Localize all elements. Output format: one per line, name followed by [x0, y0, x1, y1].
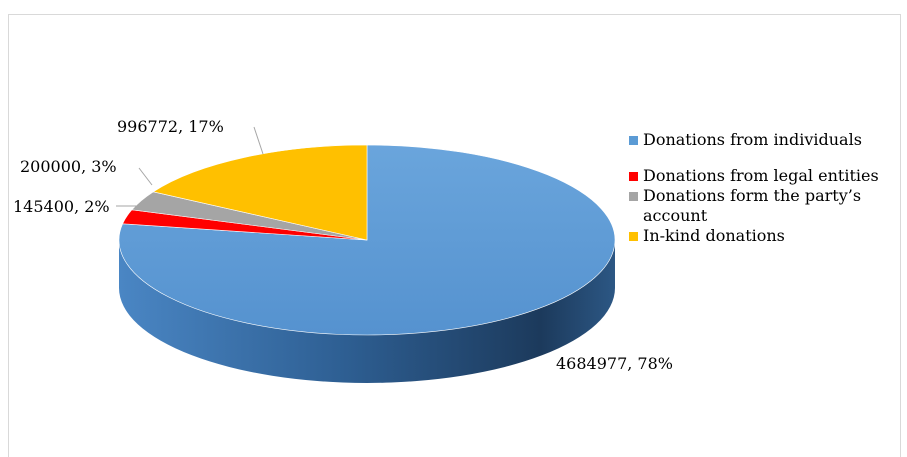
legend-label-in-kind: In-kind donations — [643, 226, 785, 245]
data-label-legal-entities: 145400, 2% — [13, 197, 110, 216]
chart-frame — [8, 14, 901, 457]
legend-label-individuals: Donations from individuals — [643, 130, 862, 149]
legend-swatch-in-kind — [629, 232, 638, 241]
data-label-party-account: 200000, 3% — [20, 157, 117, 176]
legend-item-in-kind: In-kind donations — [629, 226, 907, 246]
data-label-in-kind: 996772, 17% — [117, 117, 224, 136]
legend-item-party-account: Donations form the party’s account — [629, 186, 907, 226]
legend-swatch-legal-entities — [629, 172, 638, 181]
legend-label-legal-entities: Donations from legal entities — [643, 166, 879, 185]
chart-legend: Donations from individuals Donations fro… — [629, 130, 907, 246]
legend-swatch-party-account — [629, 192, 638, 201]
legend-item-legal-entities: Donations from legal entities — [629, 166, 907, 186]
data-label-party-account-leader — [138, 167, 153, 186]
data-label-in-kind-leader — [253, 126, 264, 155]
pie-slice-in-kind — [152, 144, 368, 241]
legend-item-individuals: Donations from individuals — [629, 130, 907, 150]
data-label-individuals: 4684977, 78% — [556, 354, 673, 373]
legend-swatch-individuals — [629, 136, 638, 145]
legend-label-party-account: Donations form the party’s account — [643, 186, 862, 225]
pie-side-wall — [119, 240, 615, 383]
